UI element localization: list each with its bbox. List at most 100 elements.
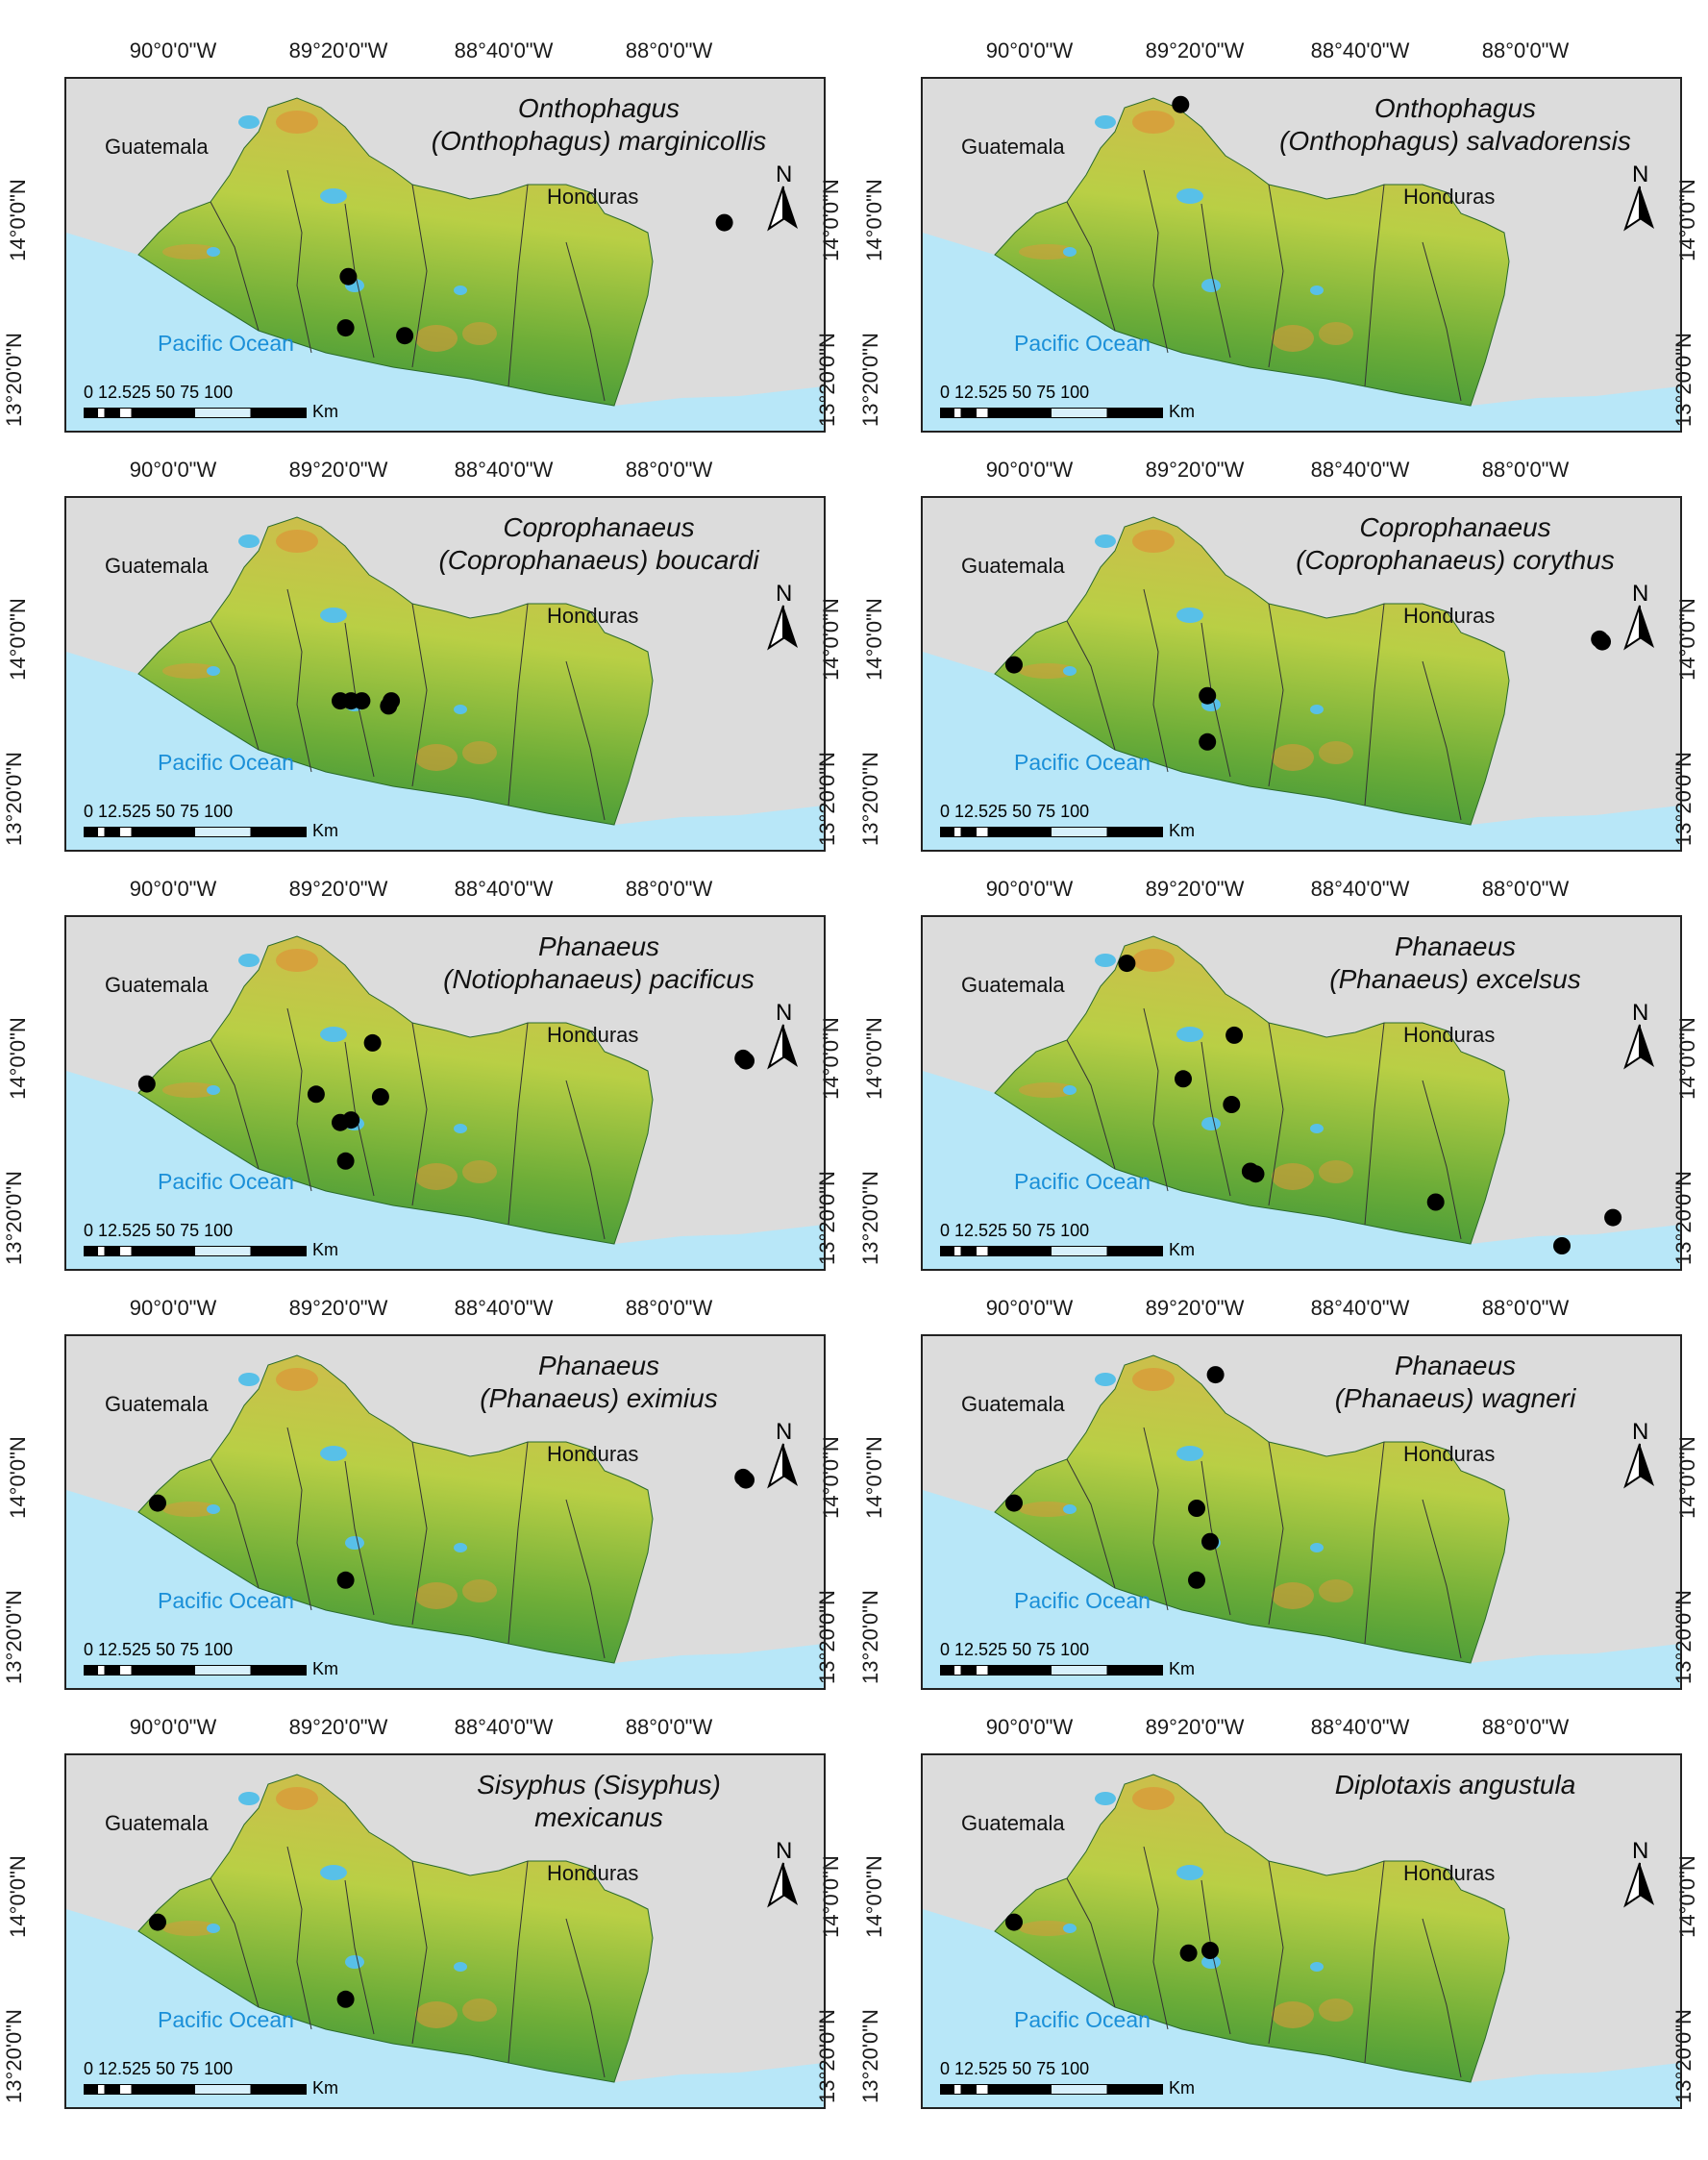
occurrence-point	[371, 1088, 389, 1105]
species-title-line1: Phanaeus	[1394, 1351, 1517, 1380]
lat-tick-right: 13°20'0"N	[814, 1171, 839, 1265]
relief-map	[923, 79, 1680, 431]
volcano-highland	[162, 1502, 220, 1517]
map-panel-1: 90°0'0"W 89°20'0"W 88°40'0"W 88°0'0"W 14…	[0, 38, 852, 459]
lat-tick-right: 13°20'0"N	[814, 1590, 839, 1684]
map-panel-6: 90°0'0"W 89°20'0"W 88°40'0"W 88°0'0"W 14…	[856, 877, 1708, 1298]
map-panel-7: 90°0'0"W 89°20'0"W 88°40'0"W 88°0'0"W 14…	[0, 1296, 852, 1717]
lon-tick: 90°0'0"W	[985, 877, 1074, 901]
label-honduras: Honduras	[547, 185, 639, 209]
lake	[1310, 705, 1324, 714]
occurrence-point	[149, 1494, 166, 1512]
volcano-highland	[1132, 530, 1175, 553]
map-panel-3: 90°0'0"W 89°20'0"W 88°40'0"W 88°0'0"W 14…	[0, 458, 852, 879]
department-border	[1201, 203, 1231, 359]
lat-tick-right: 14°0'0"N	[1674, 1436, 1699, 1519]
scale-unit: Km	[312, 1659, 338, 1678]
volcano-highland	[276, 1787, 318, 1810]
volcano-highland	[276, 949, 318, 972]
occurrence-point	[1201, 1942, 1219, 1959]
scale-unit: Km	[312, 402, 338, 421]
map-frame: Phanaeus (Phanaeus) eximius Guatemala Ho…	[64, 1334, 826, 1690]
lon-tick: 89°20'0"W	[288, 1715, 388, 1739]
occurrence-point	[1172, 95, 1190, 113]
occurrence-point	[1005, 1494, 1023, 1512]
occurrence-point	[1199, 732, 1217, 751]
volcano-highland	[415, 325, 458, 352]
species-title-line2: mexicanus	[534, 1802, 663, 1832]
occurrence-point	[342, 1111, 360, 1130]
department-border	[1268, 603, 1284, 787]
north-arrow-label: N	[1632, 581, 1649, 607]
volcano-highland	[162, 244, 220, 260]
lat-tick-right: 14°0'0"N	[1674, 179, 1699, 261]
lake	[1063, 1504, 1077, 1514]
label-honduras: Honduras	[547, 1023, 639, 1047]
label-honduras: Honduras	[1403, 1861, 1496, 1885]
scale-bar-graphic	[84, 2084, 307, 2095]
scale-bar-graphic	[940, 1665, 1163, 1676]
lat-tick: 13°20'0"N	[857, 1590, 882, 1684]
lon-tick: 88°0'0"W	[625, 1715, 713, 1739]
occurrence-point	[1188, 1500, 1205, 1517]
label-pacific-ocean: Pacific Ocean	[158, 2007, 294, 2032]
label-pacific-ocean: Pacific Ocean	[158, 750, 294, 775]
scale-unit: Km	[312, 821, 338, 840]
lake	[320, 608, 347, 623]
occurrence-points	[332, 692, 401, 715]
volcano-highland	[1132, 949, 1175, 972]
department-border	[565, 660, 606, 821]
occurrence-point	[336, 319, 355, 337]
pacific-ocean	[923, 1490, 1680, 1688]
map-frame: Coprophanaeus (Coprophanaeus) corythus G…	[921, 496, 1682, 852]
department-border	[1066, 1039, 1116, 1170]
lon-tick: 88°40'0"W	[454, 1296, 554, 1320]
department-border	[411, 1860, 428, 2045]
occurrence-point	[1604, 1208, 1622, 1227]
lon-tick: 89°20'0"W	[288, 877, 388, 901]
department-border	[507, 603, 529, 807]
map-panel-10: 90°0'0"W 89°20'0"W 88°40'0"W 88°0'0"W 14…	[856, 1715, 1708, 2136]
pacific-ocean	[66, 1071, 824, 1269]
lake	[1176, 1865, 1203, 1880]
scale-unit: Km	[1169, 402, 1195, 421]
lake	[1201, 1955, 1221, 1969]
lake	[238, 954, 260, 967]
relief-map	[66, 498, 824, 850]
label-honduras: Honduras	[1403, 1023, 1496, 1047]
lake	[320, 188, 347, 204]
relief-map	[66, 1755, 824, 2107]
lon-tick: 88°40'0"W	[454, 877, 554, 901]
north-arrow: N	[1621, 1419, 1659, 1490]
lake	[454, 1962, 467, 1972]
label-pacific-ocean: Pacific Ocean	[1014, 2007, 1151, 2032]
lat-tick: 14°0'0"N	[5, 598, 30, 681]
north-arrow-label: N	[1632, 1419, 1649, 1445]
occurrence-point	[1175, 1070, 1192, 1088]
volcano-highland	[462, 1579, 497, 1602]
department-border	[210, 201, 260, 332]
lat-tick: 13°20'0"N	[1, 1171, 26, 1265]
volcano-highland	[1272, 325, 1314, 352]
lon-tick: 88°40'0"W	[454, 458, 554, 482]
lon-tick: 89°20'0"W	[1145, 1715, 1245, 1739]
lake	[207, 1504, 220, 1514]
lake	[1095, 115, 1116, 129]
pacific-ocean	[923, 233, 1680, 431]
species-title-line2: (Phanaeus) excelsus	[1329, 964, 1581, 994]
north-arrow-icon	[1623, 186, 1654, 232]
scale-numbers: 0 12.525 50 75 100	[940, 802, 1090, 821]
species-title-line2: (Onthophagus) marginicollis	[431, 126, 767, 156]
department-border	[1066, 1877, 1116, 2008]
volcano-highland	[1019, 244, 1077, 260]
department-border	[1364, 1022, 1385, 1226]
department-border	[286, 1427, 312, 1611]
volcano-highland	[276, 111, 318, 134]
occurrence-point	[1225, 1026, 1244, 1044]
lake	[1095, 534, 1116, 548]
department-border	[210, 1458, 260, 1589]
department-border	[1201, 1041, 1231, 1197]
lon-tick: 89°20'0"W	[288, 38, 388, 62]
lat-tick: 13°20'0"N	[1, 333, 26, 427]
lake	[1095, 1373, 1116, 1386]
